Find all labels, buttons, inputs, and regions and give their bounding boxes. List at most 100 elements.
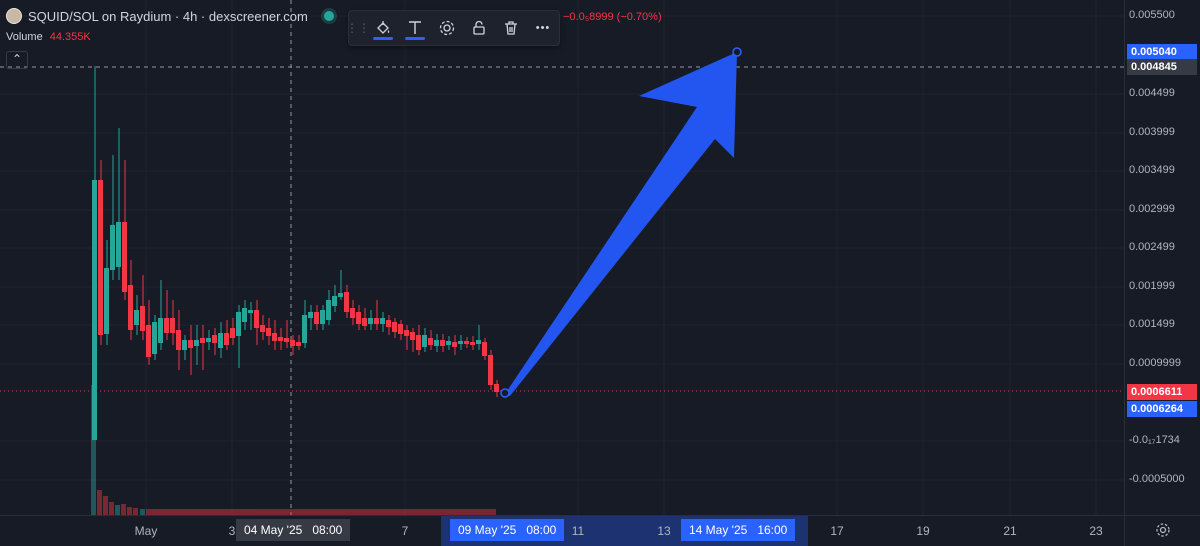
price-axis[interactable]: 0.005500 0.004499 0.003999 0.003499 0.00… bbox=[1124, 0, 1200, 515]
candle bbox=[476, 340, 481, 344]
axis-corner bbox=[1124, 515, 1200, 546]
fill-color-button[interactable] bbox=[367, 11, 399, 45]
candle bbox=[230, 328, 235, 338]
price-tick: 0.001999 bbox=[1129, 280, 1175, 292]
chart-canvas[interactable] bbox=[0, 0, 1124, 515]
volume-label: Volume bbox=[6, 31, 43, 43]
gear-icon[interactable] bbox=[1155, 522, 1171, 538]
candle bbox=[98, 180, 103, 335]
candle bbox=[452, 342, 457, 347]
candle bbox=[302, 315, 307, 343]
candle bbox=[350, 308, 355, 318]
time-tick: 3 bbox=[228, 524, 236, 538]
candle bbox=[128, 285, 133, 330]
candle bbox=[410, 332, 415, 340]
chart-area[interactable]: SQUID/SOL on Raydium · 4h · dexscreener.… bbox=[0, 0, 1124, 515]
candlesticks bbox=[92, 66, 499, 440]
candle bbox=[110, 225, 115, 270]
candle bbox=[200, 338, 205, 343]
candle bbox=[308, 312, 313, 318]
candle bbox=[356, 312, 361, 324]
price-tick: 0.0009999 bbox=[1129, 357, 1181, 369]
arrow-start-time-tag: 09 May '25 08:00 bbox=[450, 519, 565, 541]
candle bbox=[464, 341, 469, 344]
candle bbox=[92, 180, 97, 440]
price-tick: 0.004499 bbox=[1129, 87, 1175, 99]
chart-legend: SQUID/SOL on Raydium · 4h · dexscreener.… bbox=[6, 8, 362, 24]
collapse-legend-button[interactable]: ⌃ bbox=[6, 51, 28, 69]
candle bbox=[320, 310, 325, 324]
candle bbox=[446, 341, 451, 345]
candle bbox=[254, 310, 259, 328]
price-tick: -0.0005000 bbox=[1129, 473, 1185, 485]
candle bbox=[176, 330, 181, 350]
candle bbox=[374, 318, 379, 324]
volume-bars bbox=[91, 385, 496, 515]
volume-bar bbox=[103, 496, 108, 515]
candle bbox=[392, 322, 397, 332]
price-tick: 0.001499 bbox=[1129, 318, 1175, 330]
candle bbox=[236, 312, 241, 336]
volume-bar bbox=[121, 504, 126, 515]
lock-button[interactable] bbox=[463, 11, 495, 45]
time-tick: 7 bbox=[401, 524, 409, 538]
candle bbox=[368, 318, 373, 324]
time-tick: 21 bbox=[1003, 524, 1017, 538]
price-change: −0.0₅8999 (−0.70%) bbox=[563, 11, 662, 23]
candle bbox=[290, 340, 295, 346]
arrow-end-handle[interactable] bbox=[732, 47, 742, 57]
candle bbox=[134, 310, 139, 325]
price-tick: 0.005500 bbox=[1129, 9, 1175, 21]
time-tick: 13 bbox=[657, 524, 671, 538]
volume-bar bbox=[91, 385, 96, 515]
time-tick: 17 bbox=[830, 524, 844, 538]
candle bbox=[434, 340, 439, 346]
price-tick: 0.002999 bbox=[1129, 203, 1175, 215]
arrow-end-price-tag: 0.005040 bbox=[1127, 44, 1197, 60]
candle bbox=[158, 318, 163, 343]
candle bbox=[284, 338, 289, 342]
volume-bar bbox=[140, 509, 145, 515]
candle bbox=[398, 324, 403, 334]
candle bbox=[296, 342, 301, 346]
candle bbox=[272, 333, 277, 341]
time-tick: 19 bbox=[916, 524, 930, 538]
time-axis[interactable]: May 3 7 11 13 17 19 21 23 04 May '25 08:… bbox=[0, 515, 1124, 546]
settings-button[interactable] bbox=[431, 11, 463, 45]
arrow-start-price-tag: 0.0006264 bbox=[1127, 401, 1197, 417]
candle bbox=[344, 292, 349, 312]
time-tick: 23 bbox=[1089, 524, 1103, 538]
volume-value: 44.355K bbox=[49, 31, 91, 43]
time-tick: 11 bbox=[571, 524, 585, 538]
candle bbox=[380, 318, 385, 324]
candle bbox=[212, 335, 217, 343]
candle bbox=[182, 340, 187, 350]
candle bbox=[428, 338, 433, 345]
candle bbox=[218, 333, 223, 348]
candle bbox=[482, 342, 487, 356]
market-status-dot bbox=[323, 11, 334, 21]
trend-arrow[interactable] bbox=[505, 52, 737, 396]
gear-icon bbox=[439, 20, 455, 36]
toolbar-drag-handle[interactable]: ⋮⋮ bbox=[346, 21, 370, 35]
candle bbox=[266, 328, 271, 336]
price-tick: 0.003999 bbox=[1129, 126, 1175, 138]
volume-bar bbox=[109, 502, 114, 515]
candle bbox=[146, 325, 151, 357]
chart-title: SQUID/SOL on Raydium · 4h · dexscreener.… bbox=[28, 8, 308, 24]
more-button[interactable]: ••• bbox=[535, 22, 551, 34]
candle bbox=[404, 330, 409, 336]
trash-icon bbox=[505, 21, 517, 35]
candle bbox=[458, 341, 463, 344]
volume-bar bbox=[127, 507, 132, 515]
candle bbox=[440, 340, 445, 346]
token-logo bbox=[6, 8, 22, 24]
candle bbox=[326, 300, 331, 320]
delete-button[interactable] bbox=[495, 11, 527, 45]
text-color-button[interactable] bbox=[399, 11, 431, 45]
volume-legend: Volume 44.355K bbox=[6, 31, 91, 43]
candle bbox=[188, 340, 193, 348]
arrow-start-handle[interactable] bbox=[500, 388, 510, 398]
candle bbox=[386, 320, 391, 327]
fill-color-swatch bbox=[373, 37, 393, 40]
